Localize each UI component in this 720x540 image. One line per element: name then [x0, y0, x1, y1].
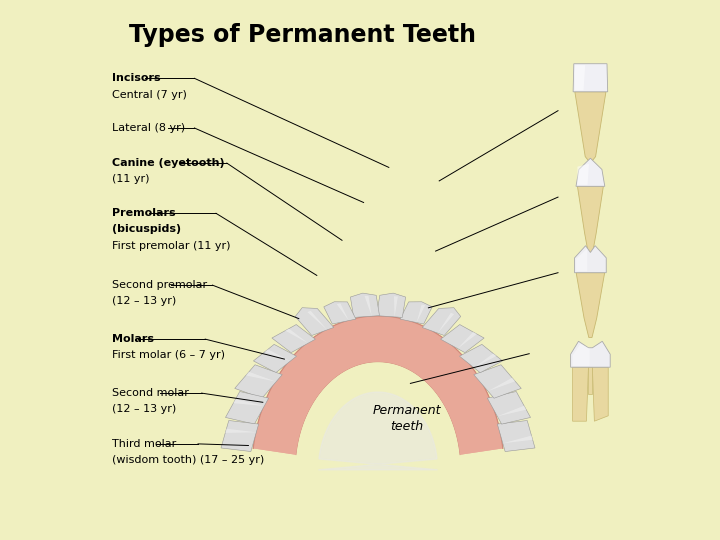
Text: (12 – 13 yr): (12 – 13 yr)	[112, 404, 176, 414]
Text: (wisdom tooth) (17 – 25 yr): (wisdom tooth) (17 – 25 yr)	[112, 455, 264, 465]
Text: (12 – 13 yr): (12 – 13 yr)	[112, 296, 176, 306]
Polygon shape	[253, 345, 297, 373]
Text: Premolars: Premolars	[112, 208, 175, 218]
Polygon shape	[575, 246, 606, 273]
Polygon shape	[577, 186, 603, 265]
Polygon shape	[337, 303, 348, 321]
Polygon shape	[253, 316, 503, 455]
Polygon shape	[487, 392, 531, 424]
Polygon shape	[351, 293, 379, 318]
Polygon shape	[573, 64, 608, 92]
Polygon shape	[225, 429, 256, 433]
Polygon shape	[498, 406, 526, 416]
Polygon shape	[265, 349, 290, 361]
Polygon shape	[285, 329, 308, 343]
Polygon shape	[571, 341, 610, 367]
Text: Second premolar: Second premolar	[112, 280, 207, 290]
Polygon shape	[272, 325, 315, 353]
Text: Canine (eyetooth): Canine (eyetooth)	[112, 158, 224, 168]
Polygon shape	[474, 354, 496, 368]
Polygon shape	[593, 367, 608, 421]
Polygon shape	[417, 305, 425, 322]
Polygon shape	[588, 367, 593, 394]
Polygon shape	[235, 364, 282, 398]
Polygon shape	[295, 308, 334, 335]
Polygon shape	[576, 158, 605, 186]
Polygon shape	[575, 92, 606, 163]
Polygon shape	[221, 421, 258, 451]
Text: Third molar: Third molar	[112, 439, 176, 449]
Text: Molars: Molars	[112, 334, 153, 344]
Polygon shape	[307, 311, 327, 330]
Text: (bicuspids): (bicuspids)	[112, 225, 181, 234]
Polygon shape	[318, 392, 438, 470]
Polygon shape	[576, 273, 605, 338]
Text: Lateral (8 yr): Lateral (8 yr)	[112, 123, 185, 133]
Polygon shape	[459, 345, 503, 373]
Polygon shape	[324, 302, 356, 324]
Text: First molar (6 – 7 yr): First molar (6 – 7 yr)	[112, 350, 225, 360]
Text: Permanent
teeth: Permanent teeth	[372, 404, 441, 433]
Polygon shape	[503, 436, 533, 443]
Text: Incisors: Incisors	[112, 73, 161, 83]
Polygon shape	[422, 308, 461, 335]
Text: Types of Permanent Teeth: Types of Permanent Teeth	[129, 23, 476, 47]
Polygon shape	[488, 378, 516, 391]
Polygon shape	[498, 421, 535, 451]
Polygon shape	[400, 302, 432, 324]
Text: Central (7 yr): Central (7 yr)	[112, 90, 186, 99]
Polygon shape	[441, 325, 484, 353]
Text: First premolar (11 yr): First premolar (11 yr)	[112, 241, 230, 251]
Text: (11 yr): (11 yr)	[112, 174, 149, 184]
Polygon shape	[572, 344, 590, 366]
Polygon shape	[576, 248, 588, 271]
Polygon shape	[377, 293, 405, 318]
Polygon shape	[458, 332, 477, 349]
Text: Second molar: Second molar	[112, 388, 189, 398]
Polygon shape	[474, 364, 521, 398]
Polygon shape	[438, 313, 454, 333]
Polygon shape	[575, 65, 585, 90]
Polygon shape	[246, 372, 276, 382]
Polygon shape	[225, 392, 269, 424]
Polygon shape	[572, 367, 588, 421]
Polygon shape	[577, 164, 589, 185]
Polygon shape	[233, 399, 264, 406]
Polygon shape	[364, 296, 372, 316]
Polygon shape	[253, 316, 503, 455]
Polygon shape	[394, 296, 398, 317]
